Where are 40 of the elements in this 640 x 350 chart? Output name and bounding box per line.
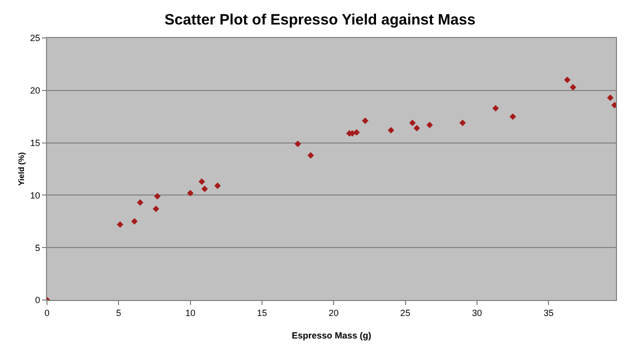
- point: [198, 178, 206, 185]
- point: [388, 126, 394, 134]
- x-tick-label: 15: [256, 308, 267, 318]
- point: [214, 182, 221, 190]
- point: [564, 76, 571, 84]
- point: [409, 120, 416, 126]
- point: [362, 118, 368, 124]
- point: [152, 206, 160, 212]
- y-tick-label: 5: [35, 242, 40, 253]
- y-tick-label: 20: [30, 86, 40, 96]
- x-tick-label: 20: [328, 308, 339, 318]
- x-tick-label: 25: [400, 308, 410, 318]
- point: [294, 140, 302, 148]
- point: [307, 152, 314, 159]
- point: [131, 218, 138, 225]
- point: [414, 124, 420, 132]
- point: [187, 190, 194, 196]
- point: [353, 129, 360, 136]
- point: [154, 193, 161, 200]
- x-tick-label: 5: [116, 308, 122, 318]
- y-tick-label: 15: [30, 138, 40, 148]
- y-tick-label: 0: [35, 295, 40, 306]
- x-axis-title: Espresso Mass (g): [292, 330, 372, 341]
- point: [136, 199, 144, 206]
- x-tick-label: 10: [185, 308, 196, 318]
- y-axis-title: Yield (%): [16, 152, 26, 186]
- x-tick-label: 0: [44, 308, 50, 318]
- x-tick-label: 35: [544, 308, 554, 318]
- y-tick-label: 25: [30, 33, 40, 44]
- chart-title: Scatter Plot of Espresso Yield against Mass: [164, 12, 476, 28]
- point: [426, 122, 433, 128]
- y-tick-label: 10: [30, 190, 40, 200]
- point: [492, 104, 499, 112]
- point: [607, 94, 614, 101]
- x-tick-label: 30: [472, 308, 482, 318]
- point: [459, 120, 466, 126]
- point: [510, 113, 516, 120]
- point: [201, 186, 208, 192]
- point: [116, 221, 124, 228]
- point: [570, 84, 576, 91]
